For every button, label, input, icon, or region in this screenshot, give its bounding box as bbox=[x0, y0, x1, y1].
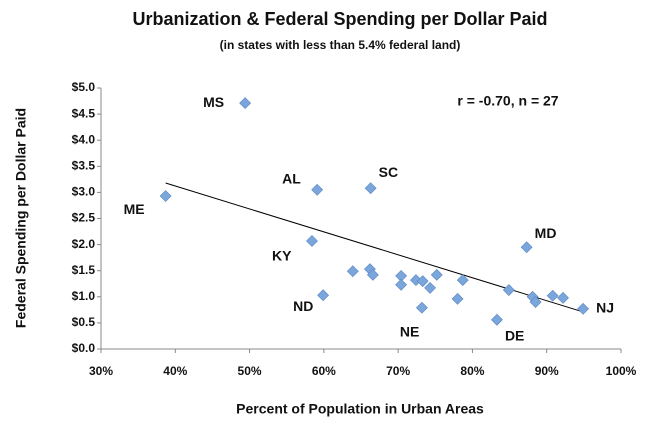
point bbox=[159, 190, 172, 202]
x-tick-label: 60% bbox=[312, 364, 336, 378]
y-tick-label: $0.0 bbox=[72, 341, 96, 355]
y-tick-label: $3.5 bbox=[72, 158, 96, 172]
y-tick-label: $2.0 bbox=[72, 237, 96, 251]
point bbox=[451, 292, 464, 305]
point bbox=[239, 97, 252, 110]
y-tick-label: $2.5 bbox=[72, 211, 96, 225]
point bbox=[395, 278, 408, 291]
point bbox=[424, 282, 437, 294]
point bbox=[520, 241, 533, 254]
point bbox=[366, 268, 379, 281]
point bbox=[529, 296, 542, 308]
point-label: MD bbox=[535, 225, 557, 241]
point bbox=[491, 313, 503, 326]
point bbox=[577, 302, 590, 315]
x-tick-label: 30% bbox=[89, 364, 113, 378]
point-label: SC bbox=[379, 164, 398, 180]
point bbox=[415, 301, 428, 314]
point-label: NE bbox=[400, 323, 419, 339]
point-label: ME bbox=[124, 201, 145, 217]
y-axis-label: Federal Spending per Dollar Paid bbox=[13, 108, 29, 328]
point bbox=[430, 268, 443, 281]
annotation: r = -0.70, n = 27 bbox=[457, 93, 558, 109]
point bbox=[311, 183, 324, 196]
point-label: MS bbox=[203, 94, 224, 110]
y-tick-label: $0.5 bbox=[72, 315, 96, 329]
y-tick-label: $5.0 bbox=[72, 80, 96, 94]
point bbox=[546, 289, 559, 302]
y-tick-label: $3.0 bbox=[72, 185, 96, 199]
trendline bbox=[165, 182, 584, 313]
y-tick-label: $1.5 bbox=[72, 263, 96, 277]
x-tick-label: 70% bbox=[386, 364, 410, 378]
point bbox=[364, 182, 377, 195]
point bbox=[346, 265, 359, 278]
point bbox=[306, 235, 318, 247]
y-tick-label: $4.0 bbox=[72, 132, 96, 146]
chart-title: Urbanization & Federal Spending per Doll… bbox=[132, 9, 547, 29]
point bbox=[456, 274, 469, 287]
chart-subtitle: (in states with less than 5.4% federal l… bbox=[220, 38, 461, 52]
point bbox=[502, 284, 515, 296]
point-label: DE bbox=[505, 327, 524, 343]
x-tick-label: 80% bbox=[460, 364, 484, 378]
point-label: AL bbox=[282, 170, 301, 186]
y-tick-label: $4.5 bbox=[72, 106, 96, 120]
x-tick-label: 40% bbox=[163, 364, 187, 378]
x-tick-label: 90% bbox=[535, 364, 559, 378]
point-label: NJ bbox=[596, 300, 614, 316]
y-tick-label: $1.0 bbox=[72, 289, 96, 303]
point-label: KY bbox=[272, 248, 292, 264]
point bbox=[416, 275, 429, 288]
point-label: ND bbox=[293, 298, 313, 314]
point bbox=[317, 289, 330, 302]
point bbox=[557, 291, 569, 304]
x-tick-label: 50% bbox=[238, 364, 262, 378]
x-axis-label: Percent of Population in Urban Areas bbox=[236, 401, 484, 417]
x-tick-label: 100% bbox=[606, 364, 637, 378]
